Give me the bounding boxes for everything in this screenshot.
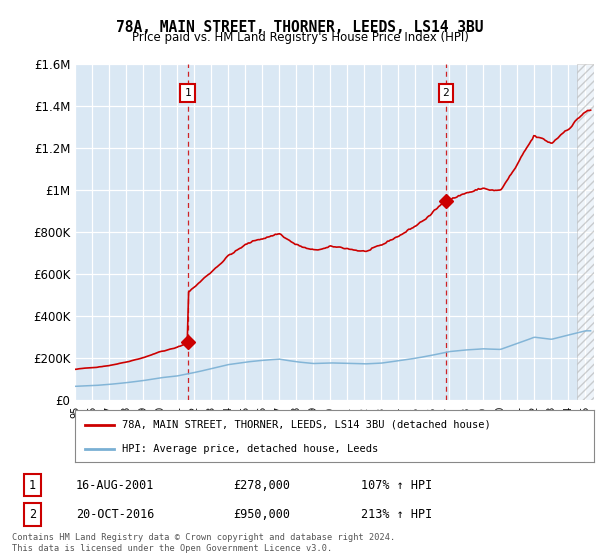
Text: Contains HM Land Registry data © Crown copyright and database right 2024.
This d: Contains HM Land Registry data © Crown c… xyxy=(12,533,395,553)
Text: 1: 1 xyxy=(184,88,191,98)
Text: £278,000: £278,000 xyxy=(233,479,290,492)
Text: 2: 2 xyxy=(442,88,449,98)
Text: 107% ↑ HPI: 107% ↑ HPI xyxy=(361,479,433,492)
Text: 16-AUG-2001: 16-AUG-2001 xyxy=(76,479,154,492)
Text: 78A, MAIN STREET, THORNER, LEEDS, LS14 3BU: 78A, MAIN STREET, THORNER, LEEDS, LS14 3… xyxy=(116,20,484,35)
Text: 1: 1 xyxy=(29,479,36,492)
Text: 213% ↑ HPI: 213% ↑ HPI xyxy=(361,508,433,521)
Text: £950,000: £950,000 xyxy=(233,508,290,521)
Text: Price paid vs. HM Land Registry's House Price Index (HPI): Price paid vs. HM Land Registry's House … xyxy=(131,31,469,44)
Bar xyxy=(577,64,600,400)
Text: 20-OCT-2016: 20-OCT-2016 xyxy=(76,508,154,521)
Text: HPI: Average price, detached house, Leeds: HPI: Average price, detached house, Leed… xyxy=(122,444,378,454)
Text: 2: 2 xyxy=(29,508,36,521)
Text: 78A, MAIN STREET, THORNER, LEEDS, LS14 3BU (detached house): 78A, MAIN STREET, THORNER, LEEDS, LS14 3… xyxy=(122,420,490,430)
